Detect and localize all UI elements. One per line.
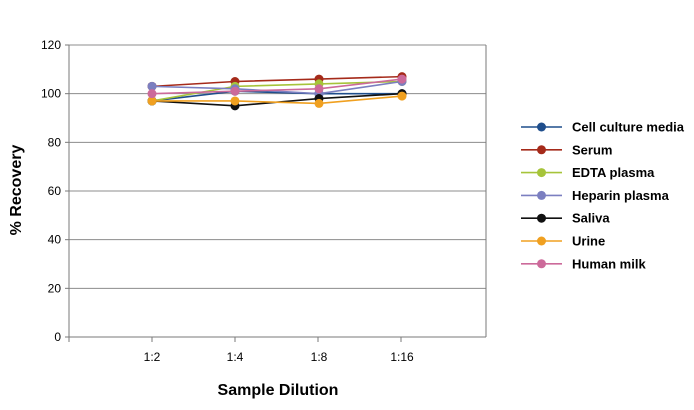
legend-marker	[537, 168, 546, 178]
legend-label: Human milk	[572, 256, 646, 271]
y-axis-title: % Recovery	[8, 145, 25, 236]
series-line	[151, 90, 402, 102]
data-point	[230, 96, 240, 106]
y-tick-label: 100	[41, 87, 61, 101]
series-line	[151, 80, 403, 102]
series-line	[152, 95, 403, 105]
legend-item: Heparin plasma	[521, 188, 670, 203]
legend-marker	[537, 145, 546, 155]
legend-marker	[537, 122, 546, 132]
series-5	[147, 91, 407, 108]
legend-label: Serum	[572, 142, 612, 157]
legend-label: Urine	[572, 234, 605, 249]
legend-item: Saliva	[521, 211, 610, 226]
x-tick-label: 1:2	[144, 350, 161, 364]
y-tick-label: 20	[48, 281, 62, 295]
data-point	[397, 91, 407, 101]
grid	[69, 44, 486, 289]
y-tick-label: 80	[48, 135, 62, 149]
data-point	[314, 84, 324, 94]
series-line	[151, 75, 403, 88]
legend-marker	[537, 213, 546, 223]
legend-label: Heparin plasma	[572, 188, 670, 203]
legend: Cell culture media Serum EDTA plasma Hepari…	[521, 120, 685, 271]
legend-item: EDTA plasma	[521, 165, 655, 180]
series	[147, 72, 407, 111]
legend-label: EDTA plasma	[572, 165, 655, 180]
legend-item: Serum	[521, 142, 612, 157]
legend-item: Urine	[521, 234, 605, 249]
series-line	[151, 78, 403, 95]
series-line	[151, 80, 403, 95]
series-6	[147, 74, 407, 99]
data-point	[314, 98, 324, 108]
legend-marker	[537, 236, 546, 246]
data-point	[397, 74, 407, 84]
x-tick-label: 1:16	[390, 350, 414, 364]
legend-item: Human milk	[521, 256, 646, 271]
data-point	[147, 96, 157, 106]
axes: 0 20 40 60 80 100 120 1:2 1:4 1:8 1:16	[41, 38, 487, 364]
y-tick-label: 40	[48, 233, 62, 247]
y-tick-label: 60	[48, 184, 62, 198]
data-point	[147, 81, 157, 91]
data-point	[147, 89, 157, 99]
x-axis-title: Sample Dilution	[218, 382, 339, 399]
x-tick-label: 1:8	[311, 350, 328, 364]
y-tick-label: 0	[54, 330, 61, 344]
x-tick-label: 1:4	[227, 350, 244, 364]
legend-label: Cell culture media	[572, 120, 685, 135]
y-tick-label: 120	[41, 38, 61, 52]
data-point	[230, 86, 240, 96]
legend-marker	[537, 259, 546, 269]
legend-marker	[537, 190, 546, 200]
legend-item: Cell culture media	[521, 120, 685, 135]
legend-label: Saliva	[572, 211, 610, 226]
